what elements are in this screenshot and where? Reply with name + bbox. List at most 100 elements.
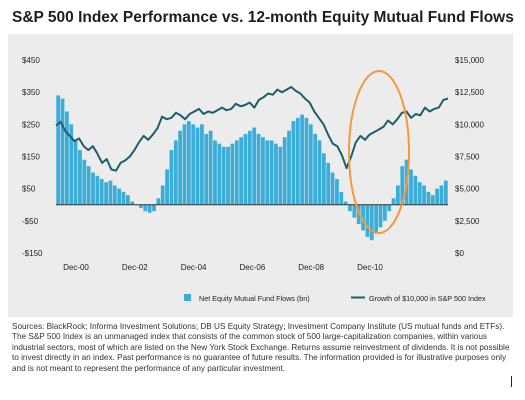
x-tick-label: Dec-08	[298, 263, 324, 272]
flow-bar	[261, 137, 265, 205]
flow-bar	[422, 185, 426, 205]
flow-bar	[191, 124, 196, 205]
left-tick-label: $350	[22, 88, 40, 97]
flow-bar	[56, 95, 61, 205]
flow-bar	[256, 133, 261, 205]
left-tick-label: -$50	[22, 217, 39, 226]
flow-bar	[295, 117, 300, 205]
flow-bar	[356, 204, 361, 225]
flow-bar	[326, 162, 331, 205]
flow-bar	[374, 204, 379, 234]
flow-bar	[313, 133, 318, 205]
flow-bar	[247, 130, 252, 205]
flow-bar	[265, 140, 270, 205]
flow-bar	[160, 185, 165, 205]
left-tick-label: $450	[22, 56, 40, 65]
flow-bar	[282, 137, 287, 205]
flow-bar	[330, 172, 335, 205]
flow-bar	[369, 204, 374, 241]
flow-bar	[208, 130, 213, 205]
flow-bar	[321, 153, 326, 205]
flow-bar	[443, 180, 448, 205]
flow-bar	[178, 130, 183, 205]
flow-bar	[278, 146, 283, 205]
flow-bar	[430, 195, 435, 205]
flow-bar	[69, 124, 74, 205]
flow-bar	[147, 204, 152, 213]
text-cursor	[511, 376, 512, 387]
flow-bar	[186, 121, 191, 205]
flow-bar	[117, 188, 122, 205]
disclaimer-note: The S&P 500 Index is an unmanaged index …	[12, 332, 510, 373]
flow-bar	[60, 98, 65, 205]
flow-bar	[200, 124, 204, 205]
highlight-ellipse	[348, 70, 410, 234]
flow-bar	[125, 195, 130, 205]
flow-bar	[391, 198, 396, 205]
flow-bar	[426, 191, 431, 205]
flow-bar	[400, 166, 405, 205]
flow-bar	[182, 124, 187, 205]
chart-svg: $450 $350 $250 $150 $50 -$50 -$150 $15,000 $12,…	[22, 56, 486, 303]
flow-bar	[339, 191, 344, 205]
flow-bar	[274, 143, 278, 205]
flow-bar	[234, 140, 239, 205]
right-tick-label: $2,500	[455, 217, 480, 226]
legend-flows-swatch	[184, 294, 191, 301]
left-axis-ticks: $450 $350 $250 $150 $50 -$50 -$150	[22, 56, 43, 258]
sources-note: Sources: BlackRock; Informa Investment S…	[12, 322, 505, 331]
flow-bar	[343, 201, 348, 205]
flow-bar	[409, 169, 413, 205]
flow-bars	[56, 95, 448, 241]
flow-bar	[361, 204, 365, 231]
flow-bar	[78, 150, 82, 205]
flow-bar	[291, 121, 296, 205]
left-tick-label: $250	[22, 120, 40, 129]
flow-bar	[156, 198, 161, 205]
flow-bar	[230, 143, 235, 205]
flow-bar	[439, 185, 444, 205]
right-tick-label: $15,000	[455, 56, 484, 65]
flow-bar	[243, 133, 248, 205]
flow-bar	[73, 140, 78, 205]
flow-bar	[378, 204, 383, 228]
x-axis-ticks: Dec-00 Dec-02 Dec-04 Dec-06 Dec-08 Dec-10	[63, 263, 383, 272]
sp500-line	[55, 86, 449, 172]
flow-bar	[112, 185, 117, 205]
x-tick-label: Dec-02	[122, 263, 148, 272]
flow-bar	[269, 140, 274, 205]
right-tick-label: $12,500	[455, 88, 484, 97]
flow-bar	[65, 111, 69, 205]
left-tick-label: $50	[22, 185, 36, 194]
flow-bar	[95, 175, 100, 205]
flow-bar	[139, 204, 143, 208]
flow-bar	[173, 140, 178, 205]
flow-bar	[435, 188, 439, 205]
flow-bar	[143, 204, 148, 212]
chart-title: S&P 500 Index Performance vs. 12-month E…	[12, 9, 514, 26]
flow-bar	[108, 180, 113, 205]
legend-flows-label: Net Equity Mutual Fund Flows (bn)	[199, 294, 310, 303]
right-tick-label: $5,000	[455, 185, 480, 194]
flow-bar	[335, 179, 339, 205]
flow-bar	[213, 140, 217, 205]
flow-bar	[221, 146, 226, 205]
flow-bar	[195, 127, 200, 205]
right-tick-label: $10,000	[455, 120, 484, 129]
flow-bar	[130, 201, 135, 205]
flow-bar	[82, 159, 87, 205]
flow-bar	[204, 133, 209, 205]
left-tick-label: -$150	[22, 249, 43, 258]
flow-bar	[239, 137, 243, 205]
x-tick-label: Dec-06	[240, 263, 266, 272]
legend-sp500-label: Growth of $10,000 in S&P 500 Index	[369, 294, 486, 303]
flow-bar	[252, 127, 257, 205]
x-tick-label: Dec-00	[63, 263, 89, 272]
flow-bar	[396, 185, 400, 205]
flow-bar	[365, 204, 370, 237]
right-tick-label: $0	[455, 249, 464, 258]
flow-bar	[226, 146, 230, 205]
flow-bar	[152, 204, 156, 212]
footnotes: Sources: BlackRock; Informa Investment S…	[12, 322, 512, 374]
flow-bar	[417, 182, 422, 205]
